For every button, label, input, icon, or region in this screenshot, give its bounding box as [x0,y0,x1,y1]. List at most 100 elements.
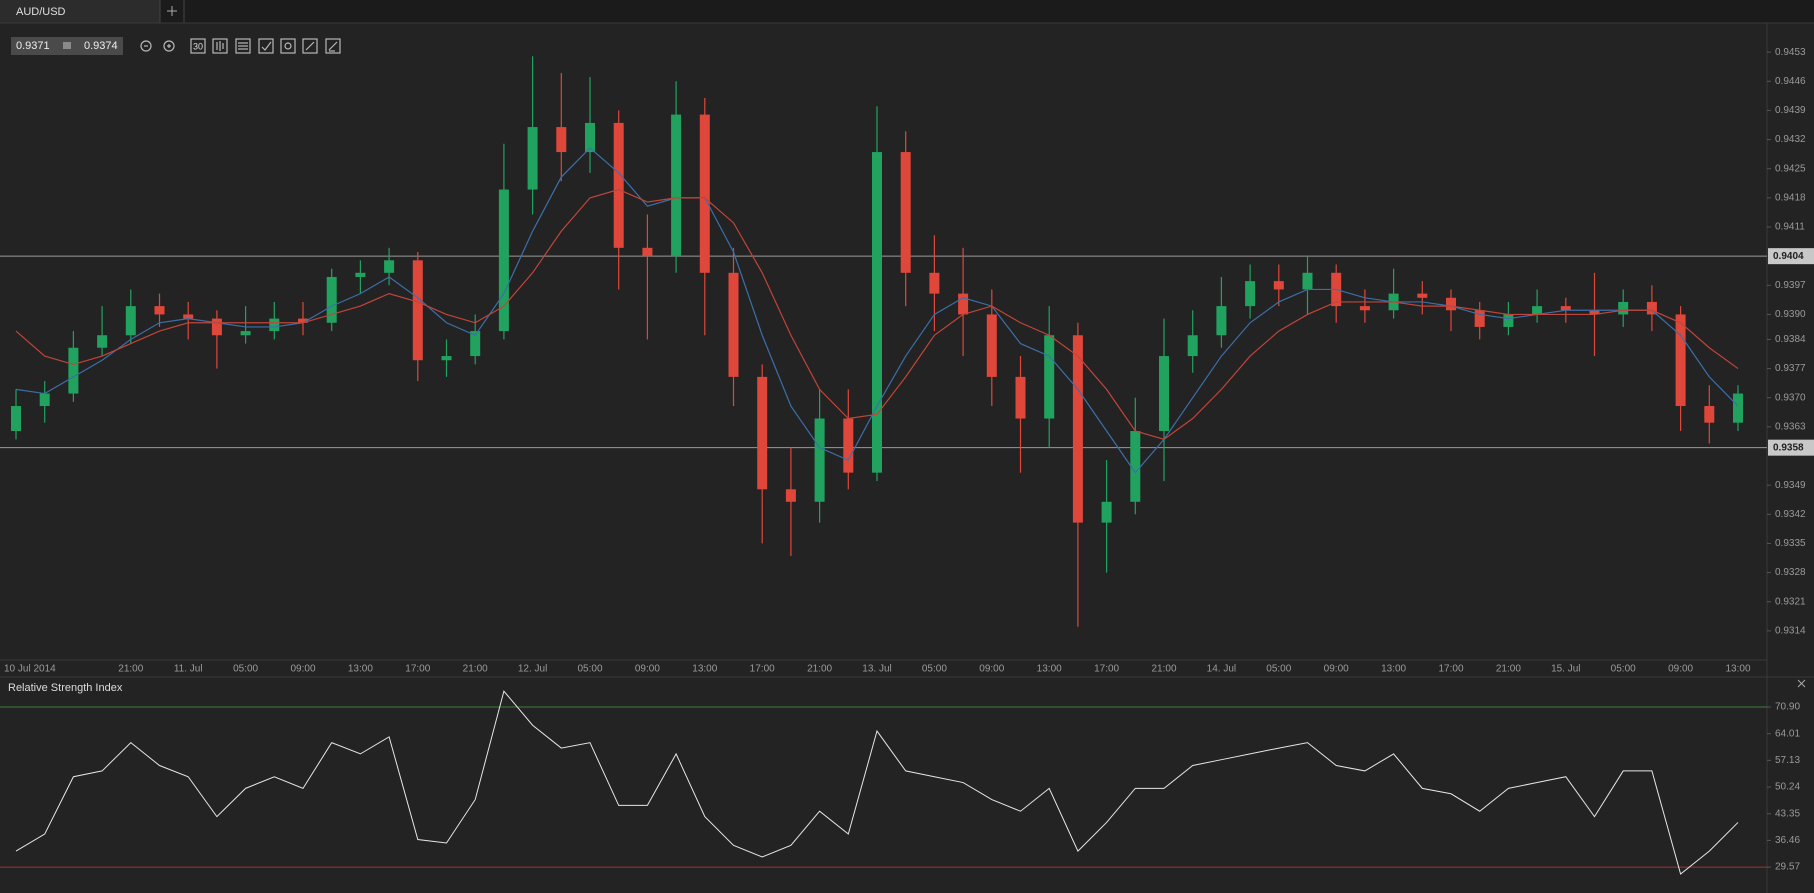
candle-body [1216,306,1227,336]
moving-average-line [15,188,1739,440]
candle-body [355,272,366,277]
y-tick-label: 0.9342 [1775,509,1806,520]
price-line-label: 0.9358 [1773,442,1804,453]
candle-body [1273,281,1284,290]
candle-body [585,122,595,153]
draw-button[interactable] [302,38,318,54]
rsi-title: Relative Strength Index [8,682,123,694]
chart-type-button[interactable] [212,38,228,54]
y-tick-label: 0.9425 [1775,163,1806,174]
candle-body [125,306,136,336]
y-tick-label: 70.90 [1775,702,1800,713]
candle-body [470,331,481,357]
candle-body [39,393,50,407]
x-tick-label: 17:00 [405,664,430,675]
candle-body [814,418,825,502]
candle-body [154,306,165,315]
candle-body [1704,406,1715,423]
candle-body [1675,314,1686,407]
candle-body [1130,431,1141,502]
candle-body [498,189,509,332]
x-tick-label: 05:00 [922,664,947,675]
y-tick-label: 0.9411 [1775,222,1805,233]
x-tick-label: 12. Jul [518,664,547,675]
template-button[interactable] [258,38,274,54]
candle-body [613,122,624,248]
x-tick-label: 13:00 [1381,664,1406,675]
zoom-out-button[interactable] [140,40,152,52]
candle-body [1618,301,1629,315]
candle-body [872,152,882,473]
y-tick-label: 0.9390 [1775,309,1806,320]
candle-body [1446,297,1456,311]
candle-body [929,272,940,294]
candle-body [183,314,194,319]
x-tick-label: 17:00 [1094,664,1119,675]
candle-body [1733,393,1743,423]
tab-title[interactable]: AUD/USD [16,6,66,18]
x-tick-label: 09:00 [290,664,315,675]
price-line-tag [1768,439,1814,456]
candle-body [384,260,395,273]
objects-button[interactable] [280,38,296,54]
y-tick-label: 0.9384 [1775,334,1806,345]
ask-price: 0.9374 [84,40,118,52]
period-label[interactable]: 30 [193,41,203,51]
candle-body [527,127,538,190]
x-tick-label: 11. Jul [174,664,203,675]
candle-body [298,318,308,323]
candle-body [1474,310,1485,327]
x-tick-label: 17:00 [750,664,775,675]
y-tick-label: 0.9335 [1775,538,1806,549]
candle-body [843,418,854,473]
candle-body [412,260,423,361]
y-tick-label: 0.9439 [1775,105,1806,116]
y-tick-label: 0.9432 [1775,134,1806,145]
bid-price: 0.9371 [16,40,50,52]
tab-bar [0,0,1814,23]
x-tick-label: 17:00 [1438,664,1463,675]
y-tick-label: 0.9397 [1775,280,1806,291]
candle-body [1560,306,1571,311]
candle-body [785,489,796,502]
y-tick-label: 0.9328 [1775,567,1806,578]
x-tick-label: 09:00 [1668,664,1693,675]
x-tick-label: 10 Jul 2014 [4,664,56,675]
tab[interactable] [0,0,160,23]
candle-body [958,293,969,315]
y-tick-label: 57.13 [1775,755,1800,766]
y-tick-label: 50.24 [1775,782,1800,793]
new-tab-button[interactable] [167,6,177,16]
y-tick-label: 64.01 [1775,728,1800,739]
y-tick-label: 0.9377 [1775,363,1806,374]
x-tick-label: 15. Jul [1551,664,1580,675]
x-tick-label: 05:00 [233,664,258,675]
candle-body [1072,335,1083,523]
candle-body [326,276,337,323]
candle-body [97,335,108,348]
y-tick-label: 0.9321 [1775,596,1806,607]
candle-body [11,406,21,432]
candle-body [1532,306,1543,315]
zoom-in-button[interactable] [163,40,175,52]
candle-body [1417,293,1428,298]
candle-body [1044,335,1055,419]
y-tick-label: 43.35 [1775,808,1800,819]
x-tick-label: 05:00 [577,664,602,675]
y-tick-label: 36.46 [1775,835,1800,846]
candle-body [757,376,768,490]
candle-body [1101,501,1112,523]
x-tick-label: 09:00 [979,664,1004,675]
indicators-button[interactable] [235,38,251,54]
y-tick-label: 0.9446 [1775,76,1806,87]
candle-body [1159,356,1169,432]
candle-body [1503,314,1514,327]
close-panel-button[interactable] [1797,679,1806,688]
x-tick-label: 21:00 [1496,664,1521,675]
period-button[interactable]: 30 [190,38,206,54]
candle-body [900,152,911,273]
price-line-label: 0.9404 [1773,251,1804,262]
pencil-button[interactable] [325,38,341,54]
